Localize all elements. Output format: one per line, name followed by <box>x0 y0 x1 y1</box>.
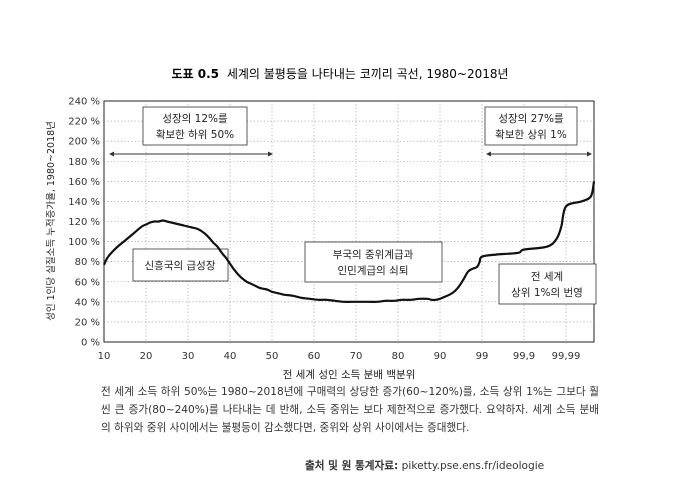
annotation-emerging: 신흥국의 급성장 <box>132 248 229 282</box>
x-tick-label: 99 <box>476 351 489 362</box>
x-tick-label: 99,99 <box>552 351 581 362</box>
annotation-bottom50: 성장의 12%를 확보한 하위 50% <box>142 106 248 146</box>
chart-title-main: 세계의 불평등을 나타내는 코끼리 곡선, 1980~2018년 <box>227 67 509 81</box>
annotation-middle-line1: 부국의 중위계급과 <box>333 248 414 261</box>
y-tick-label: 160 % <box>68 177 100 188</box>
x-tick-label: 40 <box>224 351 237 362</box>
y-axis-title: 성인 1인당 실질소득 누적증가율, 1980~2018년 <box>45 121 57 321</box>
y-tick-label: 0 % <box>81 338 100 349</box>
annotation-bottom50-line1: 성장의 12%를 <box>162 113 228 125</box>
x-tick-label: 10 <box>98 351 111 362</box>
y-tick-label: 180 % <box>68 157 100 168</box>
annotation-top1-line1: 성장의 27%를 <box>498 113 564 125</box>
y-tick-label: 240 % <box>68 97 100 108</box>
series-layer <box>103 181 596 303</box>
y-tick-label: 200 % <box>68 137 100 148</box>
annotation-middle: 부국의 중위계급과 인민계급의 쇠퇴 <box>304 241 443 283</box>
x-tick-label: 80 <box>392 351 405 362</box>
y-axis: 0 % 20 % 40 % 60 % 80 % 100 % 120 % 140 % 160 % 1… <box>68 97 100 349</box>
x-tick-label: 50 <box>266 351 279 362</box>
x-tick-label: 60 <box>308 351 321 362</box>
x-tick-label: 30 <box>182 351 195 362</box>
top1-range-arrow <box>486 151 592 157</box>
chart-title: 도표 0.5 세계의 불평등을 나타내는 코끼리 곡선, 1980~2018년 <box>171 67 508 81</box>
source-label: 출처 및 원 통계자료: <box>305 460 399 472</box>
annotation-top1-line2: 확보한 상위 1% <box>495 128 567 141</box>
y-tick-label: 20 % <box>75 317 100 328</box>
bottom50-range-arrow <box>109 151 273 157</box>
annotation-emerging-text: 신흥국의 급성장 <box>145 259 216 272</box>
source-line: 출처 및 원 통계자료: piketty.pse.ens.fr/ideologi… <box>305 458 544 473</box>
y-tick-label: 40 % <box>75 297 100 308</box>
annotation-middle-line2: 인민계급의 쇠퇴 <box>338 265 409 277</box>
x-tick-label: 99,9 <box>513 351 535 362</box>
annotation-top1: 성장의 27%를 확보한 상위 1% <box>484 106 578 146</box>
y-tick-label: 140 % <box>68 197 100 208</box>
annotation-elite: 전 세계 상위 1%의 번영 <box>498 263 597 305</box>
y-tick-label: 60 % <box>75 277 100 288</box>
annotation-elite-line2: 상위 1%의 번영 <box>511 286 583 299</box>
y-tick-label: 100 % <box>68 237 100 248</box>
x-axis-title: 전 세계 성인 소득 분배 백분위 <box>283 368 416 381</box>
annotation-elite-line1: 전 세계 <box>531 271 563 283</box>
x-tick-label: 90 <box>434 351 447 362</box>
y-tick-label: 120 % <box>68 217 100 228</box>
x-tick-label: 20 <box>140 351 153 362</box>
y-tick-label: 220 % <box>68 117 100 128</box>
y-tick-label: 80 % <box>75 257 100 268</box>
annotation-bottom50-line2: 확보한 하위 50% <box>156 128 234 141</box>
chart-caption: 전 세계 소득 하위 50%는 1980~2018년에 구매력의 상당한 증가(… <box>101 386 599 434</box>
source-value: piketty.pse.ens.fr/ideologie <box>398 460 545 472</box>
x-tick-label: 70 <box>350 351 363 362</box>
chart-title-prefix: 도표 0.5 <box>171 67 219 81</box>
x-axis: 10 20 30 40 50 60 70 80 90 99 99,9 99,99 <box>98 351 581 362</box>
elephant-curve-line <box>103 181 596 303</box>
